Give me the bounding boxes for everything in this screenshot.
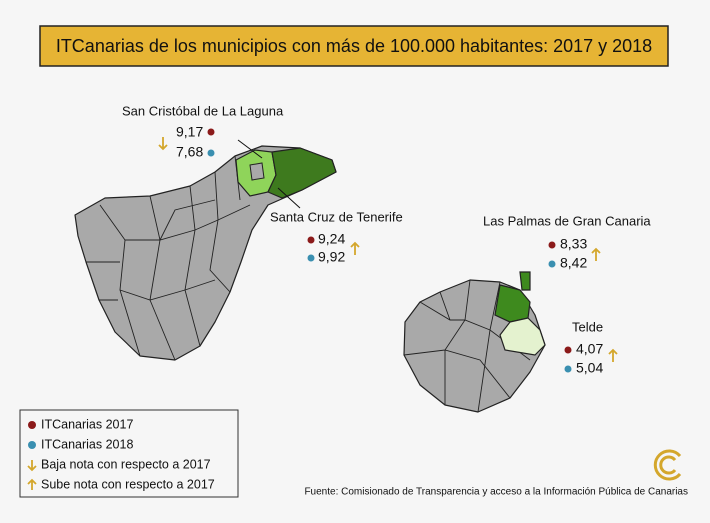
- legend-item: Baja nota con respecto a 2017: [41, 457, 211, 471]
- title-box: [39, 25, 669, 67]
- shape: [249, 162, 265, 181]
- dot-2017: [207, 128, 215, 136]
- value-2017: 9,17: [176, 124, 203, 140]
- value-2018: 9,92: [318, 249, 345, 265]
- shape: [403, 279, 531, 413]
- arrow-down: [158, 137, 168, 151]
- gran-canaria-map: [403, 271, 546, 413]
- shape: [653, 449, 682, 481]
- legend: ITCanarias 2017 ITCanarias 2018 Baja not…: [19, 409, 239, 498]
- dot-2018: [548, 260, 556, 268]
- arrow-up: [591, 247, 601, 261]
- municipality-name: San Cristóbal de La Laguna: [122, 103, 284, 118]
- municipality-name: Telde: [572, 319, 603, 334]
- legend-dot: [28, 421, 36, 429]
- dot-2018: [307, 254, 315, 262]
- legend-item: Sube nota con respecto a 2017: [41, 477, 215, 491]
- legend-box: [19, 409, 239, 498]
- value-2017: 9,24: [318, 231, 345, 247]
- dot-2017: [548, 241, 556, 249]
- municipality-name: Santa Cruz de Tenerife: [270, 209, 403, 224]
- tenerife-map: [74, 145, 337, 361]
- legend-item: ITCanarias 2018: [41, 437, 133, 451]
- shape: [659, 455, 677, 475]
- title: ITCanarias de los municipios con más de …: [56, 36, 652, 56]
- legend-item: ITCanarias 2017: [41, 417, 133, 431]
- municipality-name: Las Palmas de Gran Canaria: [483, 213, 651, 228]
- dot-2017: [307, 236, 315, 244]
- value-2018: 8,42: [560, 255, 587, 271]
- shape: [499, 317, 546, 356]
- leader-line: [237, 139, 263, 159]
- dot-2018: [207, 149, 215, 157]
- dot-2018: [564, 365, 572, 373]
- value-2017: 4,07: [576, 341, 603, 357]
- source: Fuente: Comisionado de Transparencia y a…: [304, 487, 688, 498]
- shape: [74, 145, 337, 361]
- value-2018: 5,04: [576, 360, 603, 376]
- shape: [519, 271, 531, 291]
- legend-arrow-up: [27, 478, 37, 490]
- legend-arrow-down: [27, 460, 37, 472]
- leader-line: [277, 187, 301, 209]
- arrow-up: [350, 241, 360, 255]
- value-2018: 7,68: [176, 144, 203, 160]
- dot-2017: [564, 346, 572, 354]
- arrow-up: [608, 348, 618, 362]
- legend-dot: [28, 441, 36, 449]
- logo: [653, 449, 682, 481]
- shape: [267, 147, 337, 199]
- value-2017: 8,33: [560, 236, 587, 252]
